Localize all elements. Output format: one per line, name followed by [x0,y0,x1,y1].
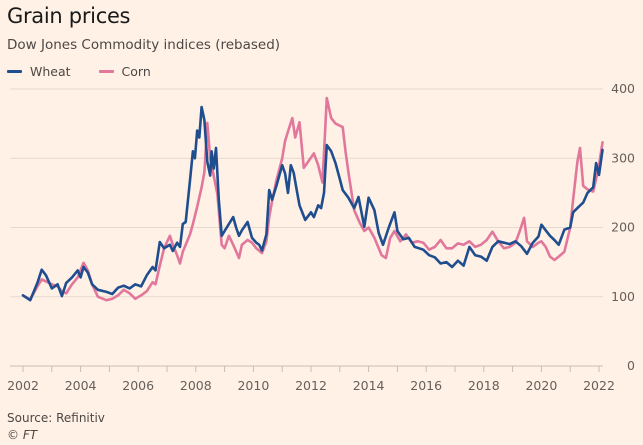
legend: Wheat Corn [7,64,179,79]
x-tick-label: 2012 [295,378,327,393]
y-axis: 0 100 200 300 400 [611,81,635,373]
chart-title: Grain prices [7,4,131,28]
y-tick-label: 0 [627,358,635,373]
x-tick-label: 2016 [410,378,442,393]
y-tick-label: 200 [611,220,635,235]
legend-item-corn: Corn [98,64,151,79]
y-tick-label: 400 [611,81,635,96]
series-lines [21,96,604,302]
chart-subtitle: Dow Jones Commodity indices (rebased) [7,37,281,53]
legend-swatch-corn [98,70,114,73]
x-tick-label: 2018 [468,378,500,393]
copyright-note: © FT [7,428,38,442]
x-tick-label: 2006 [122,378,154,393]
legend-swatch-wheat [7,70,22,73]
x-tick-label: 2004 [65,378,97,393]
x-tick-label: 2002 [7,378,39,393]
source-note: Source: Refinitiv [7,411,105,425]
series-line-wheat [21,105,604,302]
gridlines [10,88,603,298]
x-tick-label: 2022 [583,378,615,393]
x-axis: 2002 2004 2006 2008 2010 2012 2014 2016 2018 2020… [7,365,615,393]
y-tick-label: 300 [611,150,635,165]
x-tick-label: 2014 [353,378,385,393]
x-tick-label: 2020 [525,378,557,393]
series-line-corn [21,96,604,302]
x-tick-label: 2008 [180,378,212,393]
legend-label-corn: Corn [121,64,151,79]
legend-item-wheat: Wheat [7,64,71,79]
x-tick-label: 2010 [237,378,269,393]
legend-label-wheat: Wheat [30,64,71,79]
y-tick-label: 100 [611,289,635,304]
